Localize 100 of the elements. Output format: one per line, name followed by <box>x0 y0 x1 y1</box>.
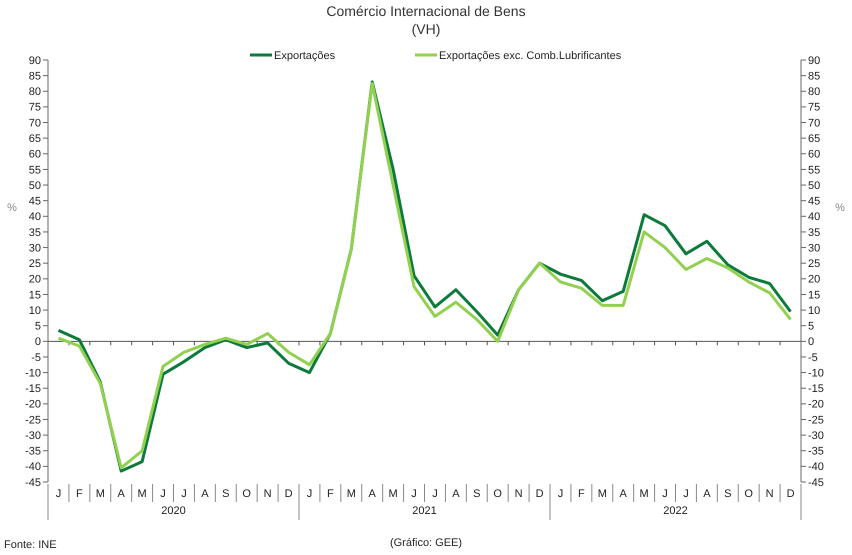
y-tick-label: 75 <box>28 102 41 114</box>
y-tick-label: -30 <box>25 430 41 442</box>
x-tick-label: J <box>558 488 564 500</box>
y2-tick-label: -45 <box>808 476 824 489</box>
x-tick-label: O <box>744 488 754 500</box>
legend-label: Exportações exc. Comb.Lubrificantes <box>439 50 622 62</box>
y-tick-label: -25 <box>25 414 41 426</box>
y2-tick-label: -15 <box>808 383 824 396</box>
x-tick-label: O <box>493 488 502 500</box>
y2-tick-label: -40 <box>808 461 824 474</box>
y2-tick-label: -5 <box>808 352 818 364</box>
x-tick-label: D <box>284 488 293 500</box>
y2-tick-label: -20 <box>808 398 824 411</box>
x-tick-label: F <box>327 488 334 500</box>
x-tick-label: S <box>473 488 480 500</box>
x-tick-label: J <box>56 488 62 500</box>
x-tick-label: M <box>346 488 356 500</box>
x-tick-label: N <box>766 488 774 500</box>
y2-tick-label: 65 <box>808 133 820 145</box>
text: 2020 <box>161 505 186 517</box>
x-tick-label: S <box>222 488 230 500</box>
x-tick-label: D <box>536 488 544 500</box>
y2-tick-label: 20 <box>808 274 820 286</box>
y2-tick-label: 75 <box>808 102 820 114</box>
y-tick-label: 5 <box>34 320 41 333</box>
x-tick-label: J <box>683 488 689 500</box>
y-tick-label: 0 <box>34 336 41 348</box>
y-tick-label: 55 <box>28 164 41 176</box>
y-tick-label: -10 <box>25 367 41 380</box>
x-tick-label: A <box>368 488 377 500</box>
x-tick-label: J <box>306 488 312 500</box>
y-tick-label: 80 <box>28 86 41 98</box>
y2-tick-label: -25 <box>808 414 824 426</box>
y-tick-label: -40 <box>25 461 41 474</box>
y-tick-label: 30 <box>28 242 41 254</box>
y2-tick-label: 0 <box>808 336 814 348</box>
x-tick-label: J <box>160 488 166 500</box>
y-tick-label: 85 <box>28 70 41 82</box>
chart-title: Comércio Internacional de Bens <box>326 3 526 19</box>
y-tick-label: -5 <box>31 352 41 364</box>
x-tick-label: O <box>242 488 252 500</box>
y2-tick-label: 35 <box>808 226 820 239</box>
y2-tick-label: 30 <box>808 242 820 254</box>
y-tick-label: 20 <box>28 274 41 286</box>
y2-tick-label: 55 <box>808 164 820 176</box>
y2-tick-label: 90 <box>808 54 820 67</box>
y-tick-label: 90 <box>28 54 41 67</box>
y2-tick-label: 80 <box>808 86 820 98</box>
y2-tick-label: -35 <box>808 446 824 458</box>
source-note: Fonte: INE <box>4 539 57 551</box>
x-tick-label: M <box>388 488 398 500</box>
x-tick-label: A <box>452 488 460 500</box>
x-tick-label: F <box>76 488 84 500</box>
x-tick-label: J <box>181 488 187 500</box>
y2-tick-label: 45 <box>808 196 820 208</box>
x-tick-label: A <box>703 488 712 500</box>
y2-tick-label: -10 <box>808 367 824 380</box>
y-tick-label: 65 <box>28 133 41 145</box>
y-tick-label: 25 <box>28 258 41 270</box>
x-tick-label: M <box>96 488 105 500</box>
x-tick-label: A <box>620 488 628 500</box>
y-tick-label: -15 <box>25 383 41 396</box>
x-tick-label: D <box>786 488 795 500</box>
y2-tick-label: 50 <box>808 180 820 192</box>
text: (Gráfico: GEE) <box>390 537 462 549</box>
x-tick-label: A <box>201 488 210 500</box>
x-tick-label: F <box>578 488 586 500</box>
x-tick-label: N <box>514 488 523 500</box>
x-tick-label: M <box>598 488 607 500</box>
x-tick-label: M <box>640 488 649 500</box>
y-tick-label: 45 <box>28 196 41 208</box>
text: 2021 <box>412 505 437 517</box>
legend-label: Exportações <box>274 50 336 62</box>
y-tick-label: 15 <box>28 289 41 302</box>
y-tick-label: -20 <box>25 398 41 411</box>
y2-tick-label: 25 <box>808 258 820 270</box>
text: 2022 <box>663 505 688 517</box>
y2-tick-label: 85 <box>808 70 820 82</box>
y-tick-label: 35 <box>28 226 41 239</box>
x-tick-label: J <box>662 488 668 500</box>
y-tick-label: 60 <box>28 148 41 161</box>
y2-tick-label: 70 <box>808 117 820 130</box>
x-tick-label: S <box>724 488 732 500</box>
x-tick-label: N <box>264 488 272 500</box>
chart-subtitle: (VH) <box>412 21 440 37</box>
y-tick-label: -35 <box>25 446 41 458</box>
y-axis-title: % <box>7 202 18 214</box>
y2-tick-label: -30 <box>808 430 824 442</box>
y2-tick-label: 40 <box>808 211 820 224</box>
y-tick-label: 50 <box>28 180 41 192</box>
y2-tick-label: 60 <box>808 148 820 161</box>
y-tick-label: 10 <box>28 304 41 317</box>
x-tick-label: A <box>118 488 126 500</box>
y2-axis-title: % <box>835 202 846 214</box>
x-tick-label: J <box>411 488 417 500</box>
y-tick-label: -45 <box>25 476 41 489</box>
x-tick-label: M <box>138 488 147 500</box>
y2-tick-label: 5 <box>808 320 814 333</box>
y2-tick-label: 15 <box>808 289 820 302</box>
y-tick-label: 70 <box>28 117 41 130</box>
